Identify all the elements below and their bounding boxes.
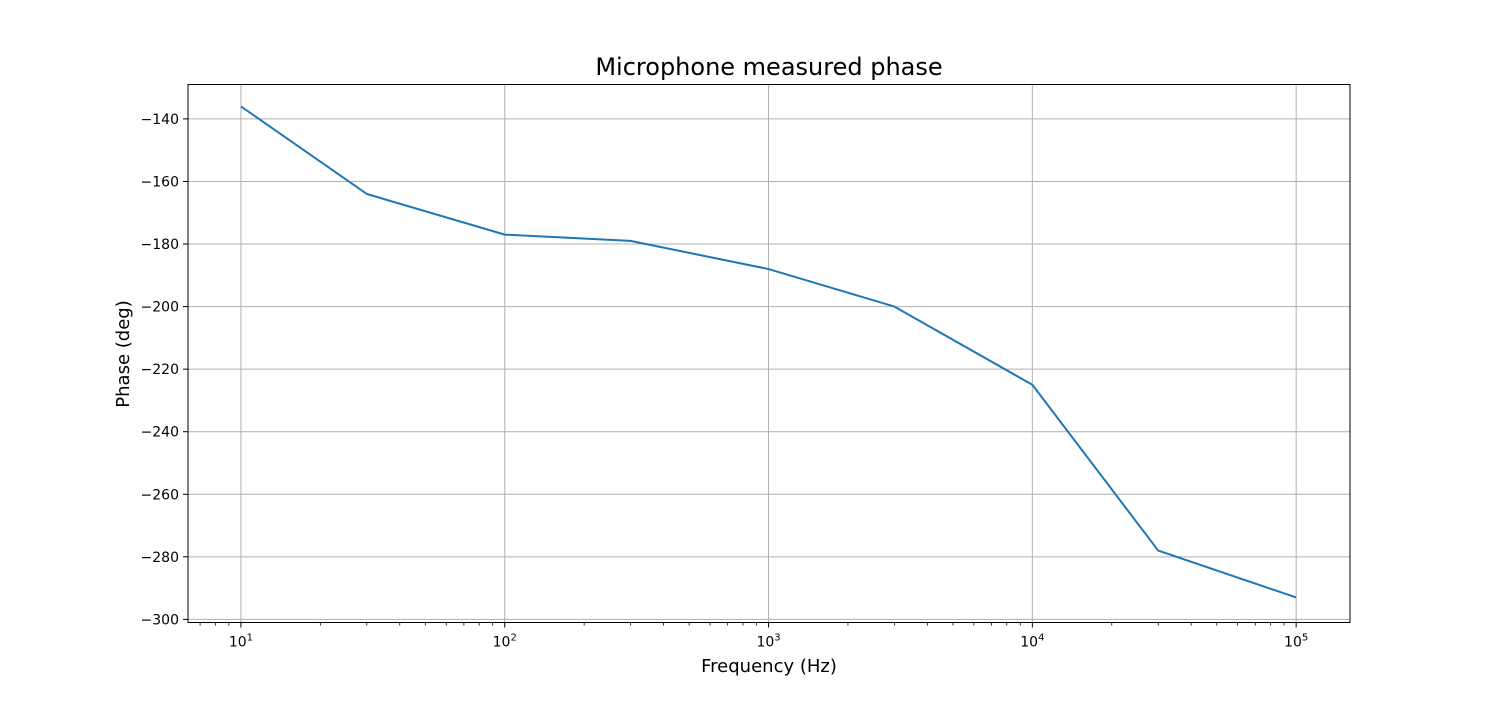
x-tick-label: 103 <box>756 633 780 651</box>
x-tick-label: 102 <box>493 633 517 651</box>
x-tick-exponent: 2 <box>510 633 516 644</box>
x-tick-label: 101 <box>229 633 253 651</box>
chart-title: Microphone measured phase <box>595 53 942 81</box>
x-tick-exponent: 3 <box>774 633 780 644</box>
y-tick-label: −160 <box>141 174 179 190</box>
x-tick-base: 10 <box>1284 635 1302 651</box>
y-tick-label: −240 <box>141 425 179 441</box>
y-tick-label: −220 <box>141 362 179 378</box>
y-axis-label: Phase (deg) <box>113 300 134 407</box>
y-tick-label: −140 <box>141 112 179 128</box>
series-layer <box>240 105 1297 599</box>
x-tick-exponent: 4 <box>1038 633 1044 644</box>
y-tick-label: −280 <box>141 550 179 566</box>
x-minor-ticks <box>199 622 1285 626</box>
plot-frame <box>187 84 1351 623</box>
x-axis-label: Frequency (Hz) <box>701 656 837 677</box>
y-tick-label: −200 <box>141 300 179 316</box>
y-tick-label: −260 <box>141 487 179 503</box>
x-tick-exponent: 1 <box>247 633 253 644</box>
x-tick-base: 10 <box>229 635 247 651</box>
x-tick-base: 10 <box>756 635 774 651</box>
x-tick-base: 10 <box>493 635 511 651</box>
y-tick-label: −300 <box>141 612 179 628</box>
x-tick-exponent: 5 <box>1302 633 1308 644</box>
x-tick-label: 104 <box>1020 633 1044 651</box>
y-tick-label: −180 <box>141 237 179 253</box>
series-line <box>240 105 1297 599</box>
x-tick-base: 10 <box>1020 635 1038 651</box>
grid <box>188 84 1350 623</box>
x-tick-label: 105 <box>1284 633 1308 651</box>
